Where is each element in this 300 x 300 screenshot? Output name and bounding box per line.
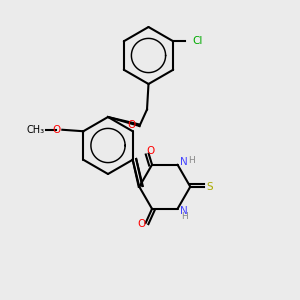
Text: O: O	[52, 125, 61, 135]
Text: H: H	[189, 156, 195, 165]
Text: O: O	[146, 146, 154, 156]
Text: N: N	[180, 206, 188, 216]
Text: H: H	[181, 212, 188, 221]
Text: O: O	[128, 119, 136, 130]
Text: N: N	[180, 157, 188, 167]
Text: Cl: Cl	[193, 36, 203, 46]
Text: CH₃: CH₃	[26, 125, 44, 135]
Text: O: O	[137, 219, 145, 230]
Text: S: S	[206, 182, 213, 192]
